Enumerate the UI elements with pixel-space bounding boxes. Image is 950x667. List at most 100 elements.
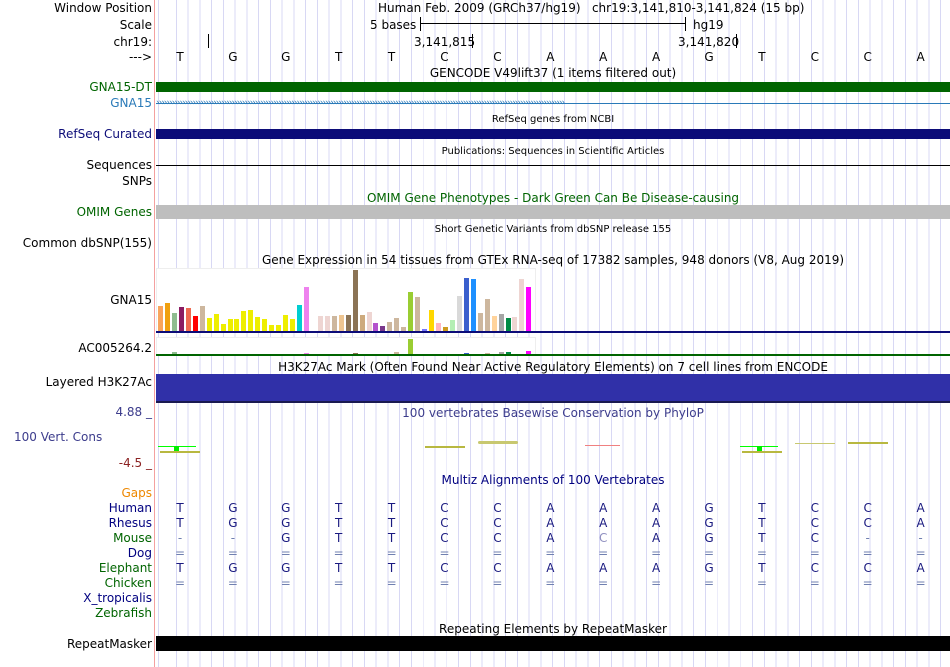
gtex-bar[interactable]	[262, 319, 268, 333]
sequence-base: C	[440, 50, 449, 64]
gtex-bar[interactable]	[255, 317, 261, 333]
gtex-bar[interactable]	[220, 324, 226, 333]
gtex-bar[interactable]	[408, 339, 414, 355]
omim-feature[interactable]	[156, 205, 950, 219]
gtex-bar[interactable]	[241, 311, 247, 333]
snps-label[interactable]: SNPs	[122, 174, 152, 188]
gtex-bar[interactable]	[526, 287, 532, 333]
gtex-bar[interactable]	[192, 316, 198, 333]
alignment-base: =	[333, 546, 344, 560]
gtex-bar[interactable]	[380, 326, 386, 333]
gtex-bar[interactable]	[178, 307, 184, 333]
alignment-base: C	[493, 501, 502, 515]
gtex-bar[interactable]	[359, 315, 365, 333]
gtex-bar[interactable]	[213, 314, 219, 333]
h3k27ac-label[interactable]: Layered H3K27Ac	[45, 375, 152, 389]
gtex-bar[interactable]	[456, 296, 462, 333]
species-label-human[interactable]: Human	[108, 501, 152, 515]
alignment-base: =	[598, 546, 609, 560]
gtex-bar[interactable]	[185, 308, 191, 333]
gtex-bar[interactable]	[297, 305, 302, 333]
gtex-bar[interactable]	[171, 352, 177, 355]
species-label-elephant[interactable]: Elephant	[98, 561, 152, 575]
gtex-bar[interactable]	[317, 316, 323, 333]
gtex-bar[interactable]	[269, 325, 275, 333]
gtex-ac005264-baseline	[156, 354, 950, 356]
gtex-bar[interactable]	[366, 312, 372, 333]
gtex-bar[interactable]	[290, 319, 296, 333]
gtex-bar[interactable]	[415, 297, 421, 333]
gtex-bar[interactable]	[498, 352, 504, 355]
gtex-bar[interactable]	[498, 314, 504, 333]
gtex-bar[interactable]	[401, 327, 407, 333]
repeatmasker-feature[interactable]	[156, 636, 950, 651]
gtex-bar[interactable]	[158, 306, 163, 333]
gaps-label[interactable]: Gaps	[121, 486, 152, 500]
gtex-bar[interactable]	[248, 310, 254, 333]
gtex-bar[interactable]	[477, 313, 483, 333]
sequences-feature[interactable]	[156, 165, 950, 166]
species-label-mouse[interactable]: Mouse	[113, 531, 152, 545]
gtex-bar[interactable]	[345, 315, 351, 333]
gtex-bar[interactable]	[519, 279, 525, 333]
gtex-bar[interactable]	[408, 292, 414, 333]
gtex-bar[interactable]	[283, 315, 289, 333]
alignment-base: =	[915, 576, 926, 590]
repeatmasker-label[interactable]: RepeatMasker	[66, 637, 152, 651]
dbsnp-label[interactable]: Common dbSNP(155)	[22, 236, 152, 250]
gtex-bar[interactable]	[436, 323, 441, 333]
phylop-label[interactable]: 100 Vert. Cons	[14, 430, 103, 444]
gtex-bar[interactable]	[512, 317, 518, 333]
gtex-bar[interactable]	[373, 323, 379, 333]
gtex-bar[interactable]	[276, 325, 282, 333]
tick-label-2: 3,141,820	[678, 35, 740, 49]
gtex-bar[interactable]	[387, 322, 393, 333]
gtex-bar[interactable]	[505, 318, 511, 333]
phylop-min: -4.5 _	[118, 456, 152, 470]
species-label-x_tropicalis[interactable]: X_tropicalis	[83, 591, 152, 605]
refseq-label[interactable]: RefSeq Curated	[58, 127, 152, 141]
strand-label[interactable]: --->	[128, 50, 152, 64]
gtex-bar[interactable]	[484, 299, 490, 333]
species-label-zebrafish[interactable]: Zebrafish	[95, 606, 152, 620]
h3k27ac-signal[interactable]	[156, 374, 950, 403]
gtex-bar[interactable]	[206, 318, 212, 333]
gna15-feature[interactable]: ››››››››››››››››››››››››››››››››››››››››…	[156, 97, 950, 109]
gtex-bar[interactable]	[352, 270, 358, 333]
gtex-bar[interactable]	[394, 352, 400, 355]
species-label-rhesus[interactable]: Rhesus	[108, 516, 152, 530]
gtex-bar[interactable]	[394, 318, 400, 333]
gtex-bar[interactable]	[442, 327, 448, 333]
gtex-bar[interactable]	[429, 310, 435, 333]
gtex-bar[interactable]	[303, 287, 309, 333]
gna15-label[interactable]: GNA15	[110, 96, 152, 110]
species-label-chicken[interactable]: Chicken	[104, 576, 152, 590]
gtex-gna15-label[interactable]: GNA15	[110, 293, 152, 307]
alignment-base: C	[493, 516, 502, 530]
gna15-dt-label[interactable]: GNA15-DT	[89, 80, 152, 94]
gtex-bar[interactable]	[526, 351, 532, 355]
gtex-bar[interactable]	[331, 316, 337, 333]
gtex-bar[interactable]	[199, 306, 205, 333]
gtex-bar[interactable]	[171, 313, 177, 333]
gtex-bar[interactable]	[338, 315, 344, 333]
gtex-ac005264-chart[interactable]	[156, 337, 536, 355]
gtex-gna15-chart[interactable]	[156, 268, 536, 333]
gna15-dt-feature[interactable]	[156, 82, 950, 92]
refseq-feature[interactable]	[156, 129, 950, 139]
gtex-bar[interactable]	[449, 320, 455, 333]
alignment-base: G	[704, 501, 714, 515]
gtex-bar[interactable]	[164, 303, 170, 333]
gtex-bar[interactable]	[227, 319, 233, 333]
gtex-bar[interactable]	[505, 352, 511, 355]
gtex-bar[interactable]	[491, 316, 497, 333]
species-label-dog[interactable]: Dog	[127, 546, 152, 560]
assembly: hg19	[693, 18, 724, 32]
gtex-bar[interactable]	[463, 278, 469, 333]
omim-label[interactable]: OMIM Genes	[76, 205, 152, 219]
sequences-label[interactable]: Sequences	[86, 158, 152, 172]
gtex-bar[interactable]	[234, 319, 240, 333]
gtex-bar[interactable]	[324, 316, 330, 333]
gtex-ac005264-label[interactable]: AC005264.2	[78, 341, 152, 355]
gtex-bar[interactable]	[470, 279, 476, 333]
